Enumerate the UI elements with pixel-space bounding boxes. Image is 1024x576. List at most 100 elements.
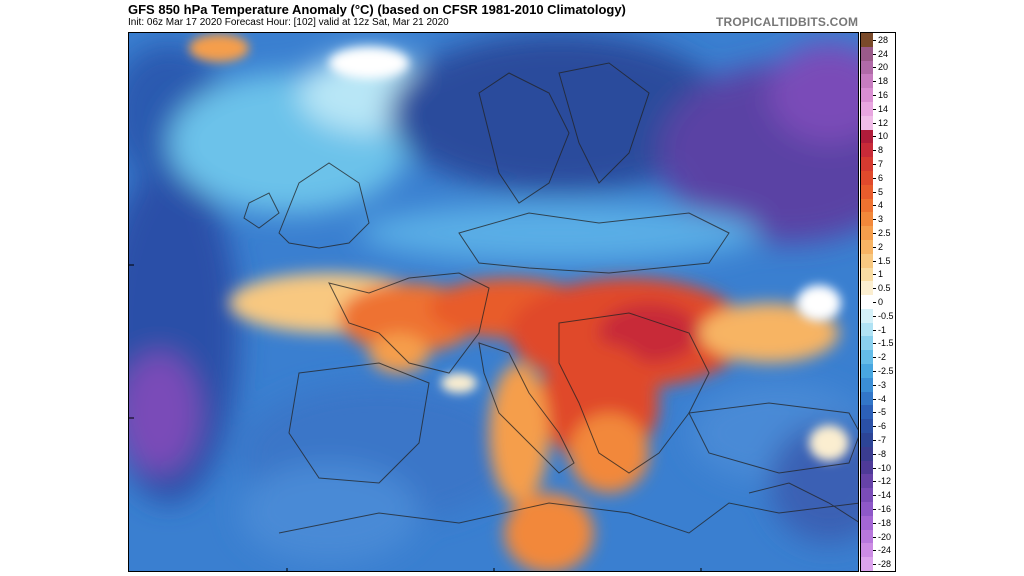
legend-swatch [861,391,873,406]
legend-label: -24 [878,545,892,556]
legend-tick [873,191,876,193]
legend-swatch [861,433,873,448]
anomaly-map [128,32,859,572]
legend-swatch [861,322,873,337]
legend-label: 2.5 [878,228,891,239]
legend-swatch [861,226,873,241]
legend-swatch [861,460,873,475]
legend-label: -2 [878,352,887,363]
legend-tick [873,481,876,483]
legend-tick [873,412,876,414]
legend-label: -18 [878,517,892,528]
legend-swatch [861,557,873,572]
legend-swatch [861,101,873,117]
legend-swatch [861,515,873,531]
legend-label: -3 [878,379,887,390]
legend-tick [873,136,876,138]
legend-tick [873,288,876,290]
legend-tick [873,343,876,345]
legend-swatch [861,60,873,75]
legend-swatch [861,405,873,420]
legend-tick [873,536,876,538]
legend-swatch [861,170,873,186]
legend-tick [873,426,876,428]
legend-swatch [861,115,873,131]
legend-swatch [861,377,873,393]
legend-label: 20 [878,62,889,73]
legend-label: -5 [878,407,887,418]
legend-swatch [861,281,873,296]
legend-tick [873,357,876,359]
legend-label: 3 [878,214,884,225]
legend-tick [873,205,876,207]
legend-label: -12 [878,476,892,487]
legend-label: -0.5 [878,310,894,321]
legend-tick [873,39,876,41]
legend-swatch [861,198,873,213]
legend-label: 14 [878,103,889,114]
legend-tick [873,564,876,566]
color-scale-legend: 28 24 20 18 16 14 12 10 8 7 6 5 4 3 2.5 2 1.5 1 0.5 0 -0.5 -1… [860,32,896,572]
legend-tick [873,370,876,372]
legend-tick [873,150,876,152]
forecast-info: Init: 06z Mar 17 2020 Forecast Hour: [10… [128,17,449,28]
legend-label: -10 [878,462,892,473]
legend-swatch [861,488,873,503]
legend-tick [873,122,876,124]
legend-swatch [861,184,873,200]
legend-tick [873,81,876,83]
legend-swatch [861,529,873,544]
legend-label: -28 [878,559,892,570]
legend-tick [873,67,876,69]
legend-label: 10 [878,131,889,142]
legend-tick [873,219,876,221]
legend-tick [873,508,876,510]
anomaly-field-cold [129,33,858,563]
legend-swatch [861,267,873,282]
legend-tick [873,302,876,303]
legend-label: 2 [878,241,884,252]
legend-swatch [861,350,873,365]
legend-swatch [861,543,873,558]
legend-label: 16 [878,90,889,101]
legend-label: 1.5 [878,255,891,266]
legend-tick [873,260,876,262]
legend-swatch [861,239,873,255]
legend-tick [873,522,876,524]
legend-label: 7 [878,159,884,170]
legend-tick [873,246,876,248]
legend-label: 6 [878,172,884,183]
legend-label: -4 [878,393,887,404]
legend-swatch [861,336,873,351]
legend-tick [873,398,876,400]
legend-label: -20 [878,531,892,542]
legend-tick [873,467,876,469]
legend-tick [873,329,876,331]
legend-label: -1.5 [878,338,894,349]
legend-label: 24 [878,48,889,59]
source-watermark: TROPICALTIDBITS.COM [716,15,859,29]
legend-tick [873,108,876,110]
legend-swatch [861,129,873,144]
anomaly-field-accents [189,34,849,461]
legend-label: -8 [878,448,887,459]
legend-label: 0 [878,297,884,307]
legend-label: 1 [878,269,884,280]
legend-tick [873,315,876,317]
map-title: GFS 850 hPa Temperature Anomaly (°C) (ba… [128,2,626,17]
legend-swatch [861,212,873,227]
legend-tick [873,384,876,386]
legend-label: -16 [878,503,892,514]
legend-label: 5 [878,186,884,197]
legend-swatch [861,295,873,310]
legend-tick [873,164,876,166]
legend-swatch [861,33,873,48]
legend-label: -14 [878,490,892,501]
legend-swatch [861,143,873,158]
legend-label: 4 [878,200,884,211]
legend-swatch [861,88,873,103]
legend-label: -1 [878,324,887,335]
legend-swatch [861,446,873,462]
legend-label: 28 [878,34,889,45]
legend-label: -6 [878,421,887,432]
